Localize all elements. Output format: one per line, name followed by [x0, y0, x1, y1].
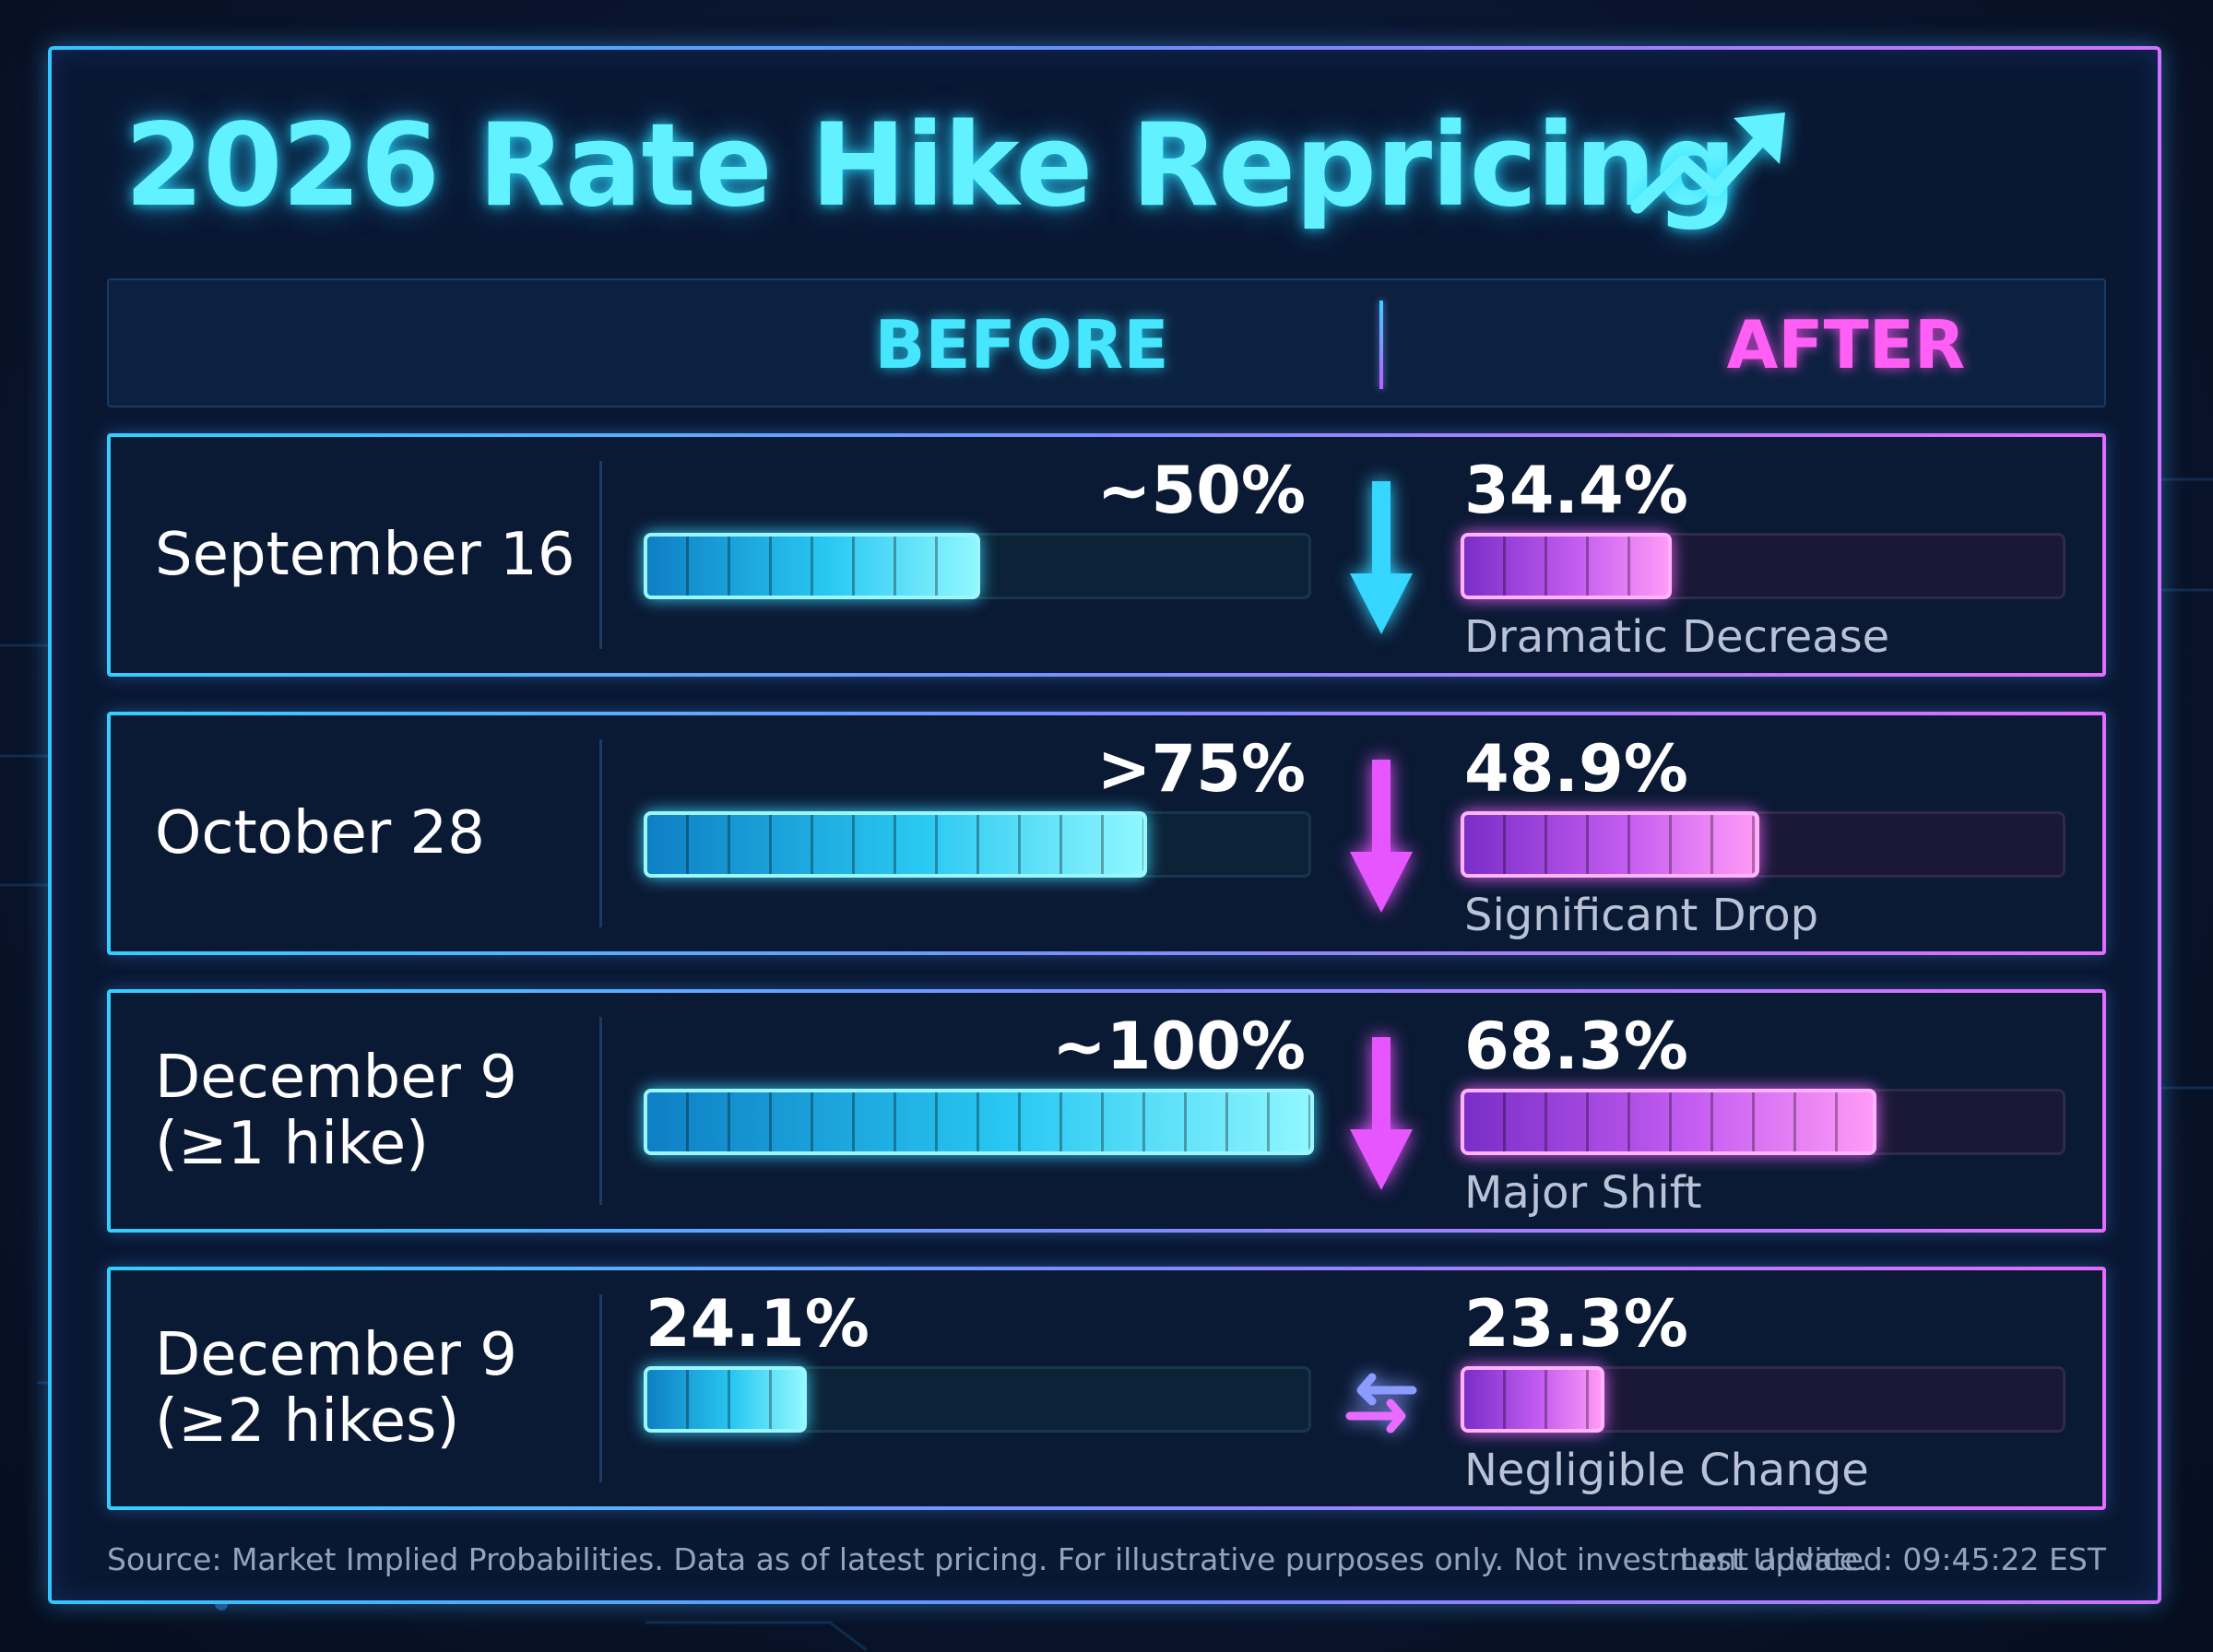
after-value-label: 48.9% — [1464, 731, 1688, 807]
before-value-label: ~100% — [1052, 1009, 1306, 1084]
after-bar-track — [1461, 811, 2065, 878]
row-label-line: (≥1 hike) — [155, 1110, 430, 1178]
row-label-line: September 16 — [155, 521, 575, 589]
change-description: Significant Drop — [1464, 890, 1819, 941]
change-description: Major Shift — [1464, 1167, 1702, 1219]
row-label: October 28 — [155, 715, 598, 951]
comparison-row: October 28 >75% 48.9% Significant Drop — [107, 712, 2106, 955]
after-bar-track — [1461, 533, 2065, 599]
comparison-row: September 16 ~50% 34.4% Dramatic Decrease — [107, 433, 2106, 677]
after-bar-fill — [1461, 811, 1759, 878]
bar-segments — [1464, 1370, 1601, 1429]
after-column-title: AFTER — [1726, 306, 1966, 384]
column-header: BEFORE AFTER — [107, 278, 2106, 407]
comparison-row: December 9 (≥2 hikes) 24.1% 23.3% Negligible… — [107, 1267, 2106, 1510]
after-bar-track — [1461, 1366, 2065, 1433]
after-value-label: 23.3% — [1464, 1286, 1688, 1362]
bar-segments — [647, 1092, 1310, 1151]
arrow-down-icon — [1350, 1037, 1413, 1190]
page-title: 2026 Rate Hike Repricing — [124, 100, 1737, 232]
trend-up-icon — [1630, 112, 1785, 214]
header-divider — [1379, 301, 1383, 389]
swap-arrows-icon — [1345, 1373, 1417, 1434]
bar-segments — [1464, 815, 1756, 874]
before-bar-fill — [644, 533, 980, 599]
change-description: Negligible Change — [1464, 1445, 1869, 1496]
row-label: December 9 (≥2 hikes) — [155, 1270, 598, 1506]
before-column-title: BEFORE — [874, 306, 1169, 384]
bar-segments — [1464, 537, 1668, 596]
row-divider — [599, 739, 602, 927]
after-value-label: 68.3% — [1464, 1009, 1688, 1084]
arrow-down-icon — [1350, 760, 1413, 913]
row-divider — [599, 1017, 602, 1205]
arrow-down-icon — [1350, 481, 1413, 634]
row-label-line: October 28 — [155, 799, 485, 867]
last-updated: Last Updated: 09:45:22 EST — [1680, 1541, 2106, 1577]
row-divider — [599, 1294, 602, 1482]
after-bar-fill — [1461, 533, 1672, 599]
row-label-line: December 9 — [155, 1044, 517, 1112]
row-label: September 16 — [155, 437, 598, 673]
before-bar-fill — [644, 811, 1147, 878]
before-bar-track — [644, 533, 1311, 599]
row-label-line: December 9 — [155, 1321, 517, 1389]
before-value-label: 24.1% — [645, 1286, 870, 1362]
after-value-label: 34.4% — [1464, 453, 1688, 528]
bar-segments — [647, 1370, 803, 1429]
after-bar-fill — [1461, 1366, 1604, 1433]
change-description: Dramatic Decrease — [1464, 611, 1890, 663]
before-bar-track — [644, 1366, 1311, 1433]
after-bar-fill — [1461, 1089, 1876, 1155]
bar-segments — [647, 815, 1143, 874]
source-note: Source: Market Implied Probabilities. Da… — [107, 1541, 1868, 1577]
before-value-label: ~50% — [1096, 453, 1306, 528]
after-bar-track — [1461, 1089, 2065, 1155]
row-label: December 9 (≥1 hike) — [155, 993, 598, 1229]
before-value-label: >75% — [1096, 731, 1306, 807]
bar-segments — [1464, 1092, 1873, 1151]
before-bar-track — [644, 1089, 1314, 1155]
comparison-row: December 9 (≥1 hike) ~100% 68.3% Major Shift — [107, 989, 2106, 1233]
before-bar-fill — [644, 1366, 807, 1433]
bar-segments — [647, 537, 976, 596]
before-bar-fill — [644, 1089, 1314, 1155]
row-label-line: (≥2 hikes) — [155, 1387, 460, 1456]
before-bar-track — [644, 811, 1311, 878]
row-divider — [599, 461, 602, 649]
